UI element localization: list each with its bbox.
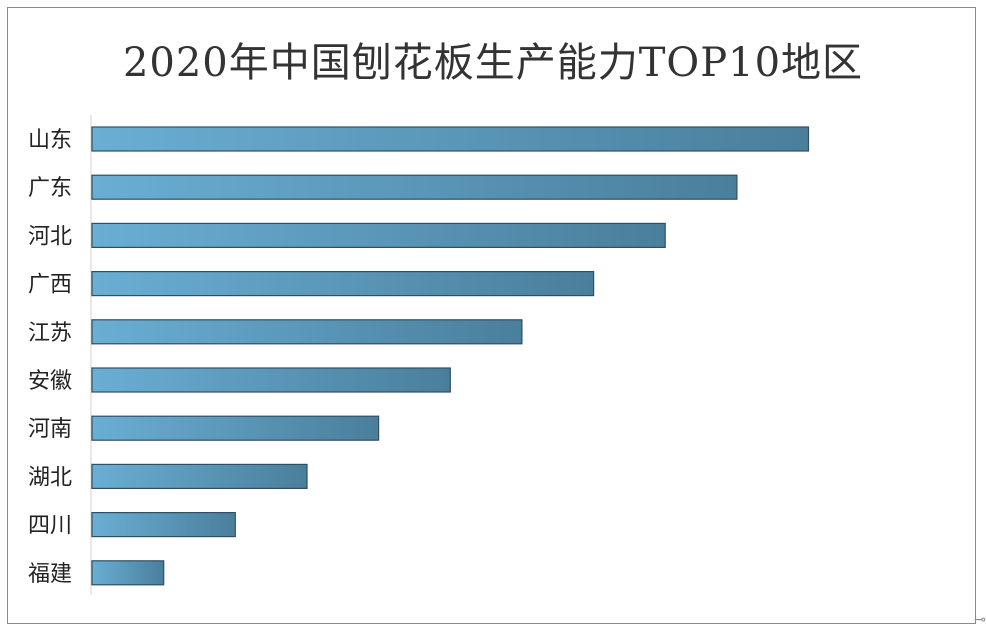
category-label: 安徽 — [28, 369, 72, 394]
bar-山东 — [91, 126, 810, 152]
category-label: 山东 — [28, 128, 72, 153]
category-label: 广西 — [28, 273, 72, 298]
bar-安徽 — [91, 367, 451, 393]
bar-湖北 — [91, 463, 308, 489]
corner-mark: ⊸ — [974, 612, 986, 628]
category-label: 江苏 — [28, 321, 72, 346]
chart-title: 2020年中国刨花板生产能力TOP10地区 — [122, 40, 864, 86]
category-label: 湖北 — [28, 465, 72, 490]
category-label: 广东 — [28, 176, 72, 201]
bar-江苏 — [91, 319, 523, 345]
bars-group — [91, 126, 810, 586]
category-label: 福建 — [28, 562, 72, 587]
bar-广东 — [91, 174, 738, 200]
category-label: 四川 — [28, 514, 72, 539]
category-label: 河南 — [28, 417, 72, 442]
category-label: 河北 — [28, 224, 72, 249]
bar-广西 — [91, 271, 595, 297]
bar-福建 — [91, 560, 165, 586]
bar-四川 — [91, 511, 236, 538]
bar-河南 — [91, 415, 380, 441]
bar-河北 — [91, 222, 666, 248]
